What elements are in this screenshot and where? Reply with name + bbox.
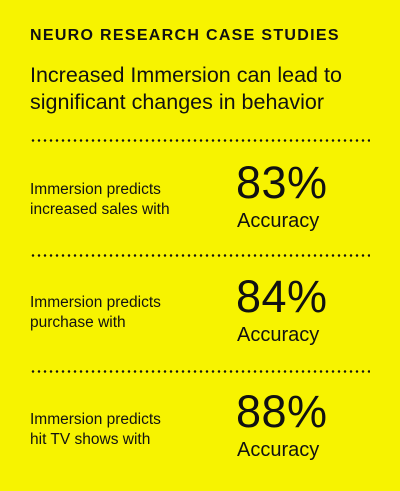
- stat-unit: Accuracy: [237, 324, 320, 346]
- stat-item-sales: Immersion predicts increased sales with …: [30, 152, 375, 242]
- stat-description-line: Immersion predicts: [30, 181, 161, 198]
- section-eyebrow: NEURO RESEARCH CASE STUDIES: [30, 27, 340, 44]
- stat-description-line: increased sales with: [30, 201, 170, 218]
- stat-item-tv-shows: Immersion predicts hit TV shows with 88%…: [30, 383, 375, 473]
- dotted-divider: [30, 254, 370, 257]
- stat-value: 88%: [236, 386, 328, 437]
- stat-description-line: hit TV shows with: [30, 431, 151, 448]
- stat-unit: Accuracy: [237, 439, 320, 461]
- dotted-divider: [30, 139, 370, 142]
- dotted-divider: [30, 370, 370, 373]
- headline: Increased Immersion can lead to signific…: [30, 63, 342, 114]
- stat-unit: Accuracy: [237, 210, 320, 232]
- stat-description: Immersion predicts hit TV shows with: [30, 410, 220, 450]
- stat-value: 84%: [236, 271, 328, 322]
- stat-description-line: Immersion predicts: [30, 294, 161, 311]
- stat-value: 83%: [236, 157, 328, 208]
- stat-description-line: Immersion predicts: [30, 411, 161, 428]
- stat-description: Immersion predicts increased sales with: [30, 180, 220, 220]
- stat-description-line: purchase with: [30, 314, 126, 331]
- stat-item-purchase: Immersion predicts purchase with 84% Acc…: [30, 267, 375, 357]
- stat-description: Immersion predicts purchase with: [30, 293, 220, 333]
